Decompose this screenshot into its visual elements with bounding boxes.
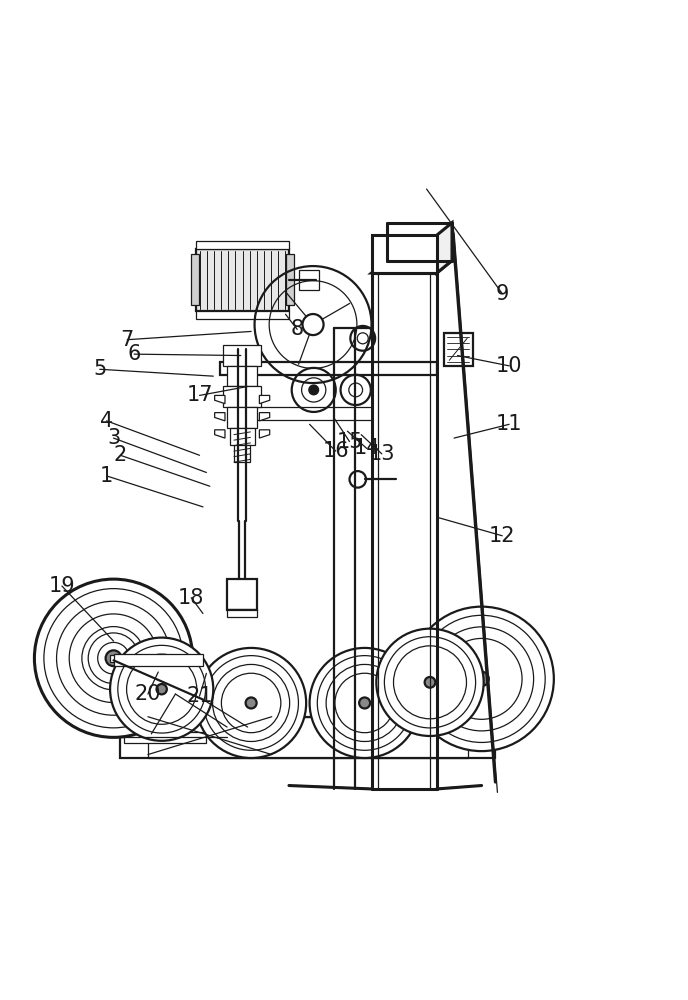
Text: 4: 4 [100, 411, 114, 431]
Bar [227, 366, 257, 386]
Bar [372, 235, 437, 273]
Text: 2: 2 [114, 445, 127, 465]
Bar [444, 333, 473, 366]
Bar [299, 270, 319, 290]
Text: 13: 13 [369, 444, 395, 464]
Polygon shape [215, 430, 225, 438]
Text: 7: 7 [120, 330, 134, 350]
Text: 10: 10 [496, 356, 522, 376]
Bar [230, 428, 255, 445]
Circle shape [310, 648, 420, 758]
Text: 18: 18 [178, 588, 204, 608]
Text: 6: 6 [127, 344, 141, 364]
Text: 3: 3 [107, 428, 120, 448]
Bar [191, 254, 199, 305]
Circle shape [310, 386, 318, 394]
Polygon shape [259, 430, 270, 438]
Bar [234, 445, 250, 462]
Text: 20: 20 [135, 684, 161, 704]
Bar [114, 654, 203, 666]
Bar [223, 345, 261, 366]
Bar [227, 407, 257, 428]
Circle shape [359, 697, 370, 708]
Circle shape [106, 650, 122, 666]
Text: 8: 8 [290, 319, 304, 339]
Bar [227, 579, 257, 610]
Text: 19: 19 [49, 576, 75, 596]
Polygon shape [215, 413, 225, 421]
Circle shape [110, 638, 213, 741]
Text: 14: 14 [354, 438, 380, 458]
Text: 9: 9 [495, 284, 509, 304]
Circle shape [376, 629, 484, 736]
Polygon shape [437, 223, 452, 273]
Polygon shape [259, 413, 270, 421]
Bar [196, 241, 289, 249]
Circle shape [424, 677, 436, 688]
Bar [124, 732, 206, 743]
Circle shape [196, 648, 306, 758]
Polygon shape [215, 395, 225, 404]
Text: 12: 12 [489, 526, 515, 546]
Bar [227, 609, 257, 617]
Bar [286, 254, 294, 305]
Polygon shape [234, 407, 372, 420]
Circle shape [246, 697, 257, 708]
Text: 21: 21 [186, 686, 213, 706]
Text: 16: 16 [323, 441, 349, 461]
Text: 17: 17 [186, 385, 213, 405]
Polygon shape [120, 717, 495, 758]
Circle shape [156, 684, 166, 694]
Bar [110, 655, 134, 662]
Bar [196, 249, 289, 311]
Text: 1: 1 [100, 466, 114, 486]
Circle shape [409, 607, 554, 751]
Polygon shape [372, 261, 452, 273]
Text: 11: 11 [496, 414, 522, 434]
Circle shape [34, 579, 193, 737]
Polygon shape [220, 362, 437, 375]
Bar [196, 311, 289, 319]
Text: 5: 5 [93, 359, 107, 379]
Circle shape [475, 672, 488, 686]
Bar [148, 717, 468, 758]
Polygon shape [259, 395, 270, 404]
Bar [223, 386, 261, 407]
Text: 15: 15 [336, 432, 363, 452]
